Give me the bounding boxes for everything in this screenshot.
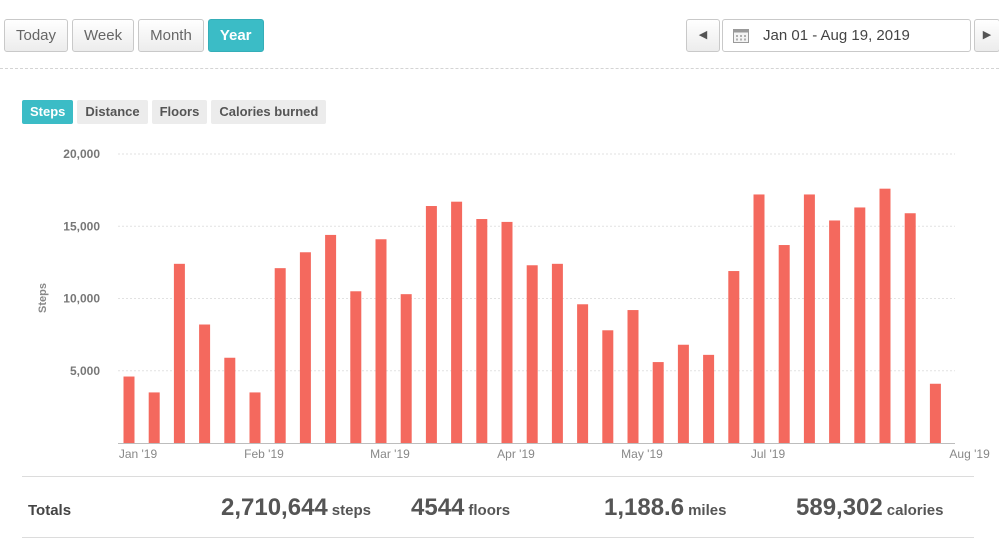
total-calories-value: 589,302 (796, 494, 883, 521)
y-axis-title: Steps (37, 283, 49, 313)
bar (526, 265, 538, 443)
previous-range-button[interactable]: ◀ (686, 19, 720, 52)
total-steps: 2,710,644 steps (221, 494, 371, 522)
bar (400, 294, 412, 443)
y-tick-label: 20,000 (63, 147, 100, 161)
tab-floors[interactable]: Floors (151, 100, 208, 124)
bar (299, 252, 311, 443)
triangle-right-icon: ▶ (982, 29, 992, 41)
y-tick-label: 10,000 (63, 292, 100, 306)
calendar-icon (733, 29, 749, 43)
bar (173, 263, 185, 443)
range-month-button[interactable]: Month (138, 19, 204, 52)
total-calories: 589,302 calories (796, 494, 943, 522)
bar (677, 344, 689, 443)
bar (199, 324, 211, 443)
bar (854, 207, 866, 443)
bar (627, 310, 639, 443)
bar (602, 330, 614, 443)
bar (728, 271, 740, 443)
total-steps-unit: steps (331, 502, 371, 519)
bar (325, 234, 337, 443)
bar (652, 362, 664, 443)
header-divider (0, 68, 999, 69)
metric-tabs: Steps Distance Floors Calories burned (22, 100, 330, 124)
tab-calories-burned[interactable]: Calories burned (211, 100, 327, 124)
total-steps-value: 2,710,644 (221, 494, 328, 521)
bar (375, 239, 387, 443)
total-miles-unit: miles (688, 502, 727, 519)
x-tick-label: Apr '19 (497, 447, 535, 461)
range-year-button[interactable]: Year (207, 19, 264, 52)
total-floors-value: 4544 (411, 494, 465, 521)
x-tick-label: Jul '19 (751, 447, 786, 461)
bar (829, 220, 841, 443)
bar (551, 263, 563, 443)
date-range-picker[interactable]: Jan 01 - Aug 19, 2019 (722, 19, 971, 52)
bar (879, 188, 891, 443)
bar (703, 354, 715, 443)
totals-top-divider (22, 476, 974, 477)
bar (929, 383, 941, 443)
bar (350, 291, 362, 443)
bar (803, 194, 815, 443)
x-tick-label: May '19 (621, 447, 663, 461)
y-tick-label: 5,000 (70, 364, 100, 378)
tab-distance[interactable]: Distance (77, 100, 148, 124)
bar (451, 201, 463, 443)
totals-bottom-divider (22, 537, 974, 538)
total-miles: 1,188.6 miles (604, 494, 726, 522)
bar (274, 268, 286, 443)
next-range-button[interactable]: ▶ (974, 19, 999, 52)
steps-bar-chart: 5,000 10,000 15,000 20,000 Steps Jan '19 Feb '… (37, 147, 990, 461)
bar (123, 376, 135, 443)
x-tick-label: Aug '19 (949, 447, 990, 461)
bar (904, 213, 916, 443)
bar (425, 206, 437, 443)
range-week-button[interactable]: Week (72, 19, 135, 52)
date-range-text: Jan 01 - Aug 19, 2019 (763, 27, 910, 44)
bar (476, 219, 488, 443)
x-tick-label: Jan '19 (119, 447, 158, 461)
bar (224, 357, 236, 443)
range-toggle: Today Week Month Year (4, 19, 268, 52)
bar (577, 304, 589, 443)
bar (501, 221, 513, 443)
totals-label: Totals (28, 502, 72, 519)
triangle-left-icon: ◀ (698, 29, 708, 41)
bar (249, 392, 261, 443)
range-today-button[interactable]: Today (4, 19, 69, 52)
total-calories-unit: calories (886, 502, 944, 519)
x-tick-label: Mar '19 (370, 447, 410, 461)
total-floors: 4544 floors (411, 494, 510, 522)
x-tick-label: Feb '19 (244, 447, 284, 461)
bar (778, 245, 790, 443)
bar (753, 194, 765, 443)
tab-steps[interactable]: Steps (22, 100, 74, 124)
bar (148, 392, 160, 443)
y-tick-label: 15,000 (63, 219, 100, 233)
total-floors-unit: floors (468, 502, 511, 519)
total-miles-value: 1,188.6 (604, 494, 685, 521)
